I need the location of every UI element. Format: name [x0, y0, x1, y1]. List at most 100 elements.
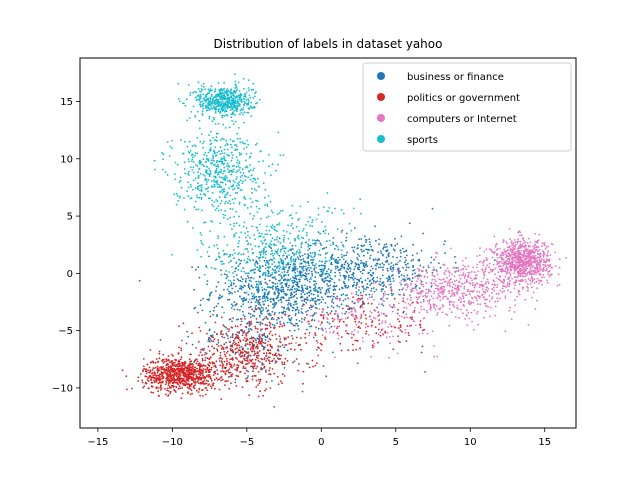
data-point — [367, 302, 370, 305]
data-point — [448, 324, 451, 327]
data-point — [266, 344, 269, 347]
data-point — [386, 246, 388, 248]
data-point — [294, 308, 297, 311]
data-point — [244, 318, 246, 320]
data-point — [342, 299, 345, 302]
data-point — [448, 271, 451, 274]
data-point — [476, 282, 478, 285]
data-point — [212, 309, 215, 312]
data-point — [229, 371, 232, 374]
data-point — [188, 358, 191, 361]
data-point — [161, 360, 164, 362]
data-point — [263, 352, 265, 355]
data-point — [339, 274, 342, 277]
data-point — [224, 355, 227, 358]
data-point — [344, 312, 346, 315]
data-point — [453, 292, 455, 294]
data-point — [259, 329, 262, 332]
data-point — [248, 89, 250, 92]
data-point — [169, 381, 172, 384]
data-point — [527, 323, 530, 326]
data-point — [522, 263, 524, 266]
data-point — [509, 273, 512, 276]
data-point — [420, 351, 423, 354]
data-point — [221, 92, 224, 94]
data-point — [509, 280, 511, 282]
data-point — [301, 254, 304, 257]
data-point — [474, 285, 477, 287]
data-point — [359, 277, 362, 280]
data-point — [234, 291, 236, 293]
data-point — [256, 354, 258, 357]
data-point — [301, 321, 303, 323]
data-point — [271, 288, 274, 290]
data-point — [370, 324, 373, 327]
data-point — [437, 285, 439, 287]
data-point — [369, 243, 371, 246]
data-point — [396, 256, 398, 259]
data-point — [479, 303, 482, 306]
data-point — [190, 353, 192, 356]
data-point — [541, 250, 544, 252]
data-point — [241, 351, 243, 354]
data-point — [229, 291, 232, 294]
data-point — [209, 377, 212, 380]
data-point — [169, 374, 171, 377]
data-point — [154, 361, 157, 364]
data-point — [306, 298, 309, 301]
data-point — [259, 304, 262, 306]
data-point — [287, 263, 289, 266]
data-point — [536, 241, 539, 244]
data-point — [332, 295, 335, 298]
data-point — [144, 375, 147, 378]
data-point — [363, 244, 366, 247]
data-point — [315, 303, 317, 306]
data-point — [323, 281, 325, 283]
data-point — [477, 295, 480, 298]
data-point — [166, 372, 169, 374]
data-point — [358, 289, 360, 291]
data-point — [388, 275, 390, 278]
data-point — [445, 313, 447, 316]
data-point — [409, 294, 411, 297]
data-point — [180, 377, 183, 380]
data-point — [347, 279, 350, 281]
data-point — [426, 276, 429, 278]
data-point — [513, 272, 515, 274]
data-point — [271, 360, 273, 363]
data-point — [486, 278, 489, 281]
data-point — [462, 303, 465, 306]
data-point — [191, 266, 194, 268]
data-point — [509, 291, 512, 294]
data-point — [430, 295, 433, 297]
data-point — [257, 354, 260, 357]
data-point — [249, 348, 252, 351]
data-point — [187, 370, 190, 372]
data-point — [333, 330, 335, 332]
data-point — [396, 269, 399, 272]
data-point — [212, 336, 215, 338]
data-point — [423, 308, 425, 311]
data-point — [345, 239, 347, 242]
data-point — [172, 385, 175, 388]
data-point — [258, 257, 260, 259]
data-point — [225, 110, 228, 112]
data-point — [257, 299, 260, 302]
data-point — [360, 291, 362, 294]
data-point — [384, 260, 387, 263]
data-point — [248, 341, 251, 344]
data-point — [197, 382, 200, 384]
data-point — [227, 380, 229, 382]
data-point — [255, 280, 258, 283]
data-point — [290, 317, 293, 319]
data-point — [300, 337, 302, 339]
data-point — [232, 339, 235, 342]
data-point — [250, 350, 253, 353]
data-point — [374, 281, 377, 283]
data-point — [377, 266, 380, 269]
data-point — [225, 326, 227, 329]
data-point — [533, 282, 536, 284]
data-point — [206, 357, 209, 360]
data-point — [399, 281, 401, 284]
data-point — [210, 103, 212, 106]
